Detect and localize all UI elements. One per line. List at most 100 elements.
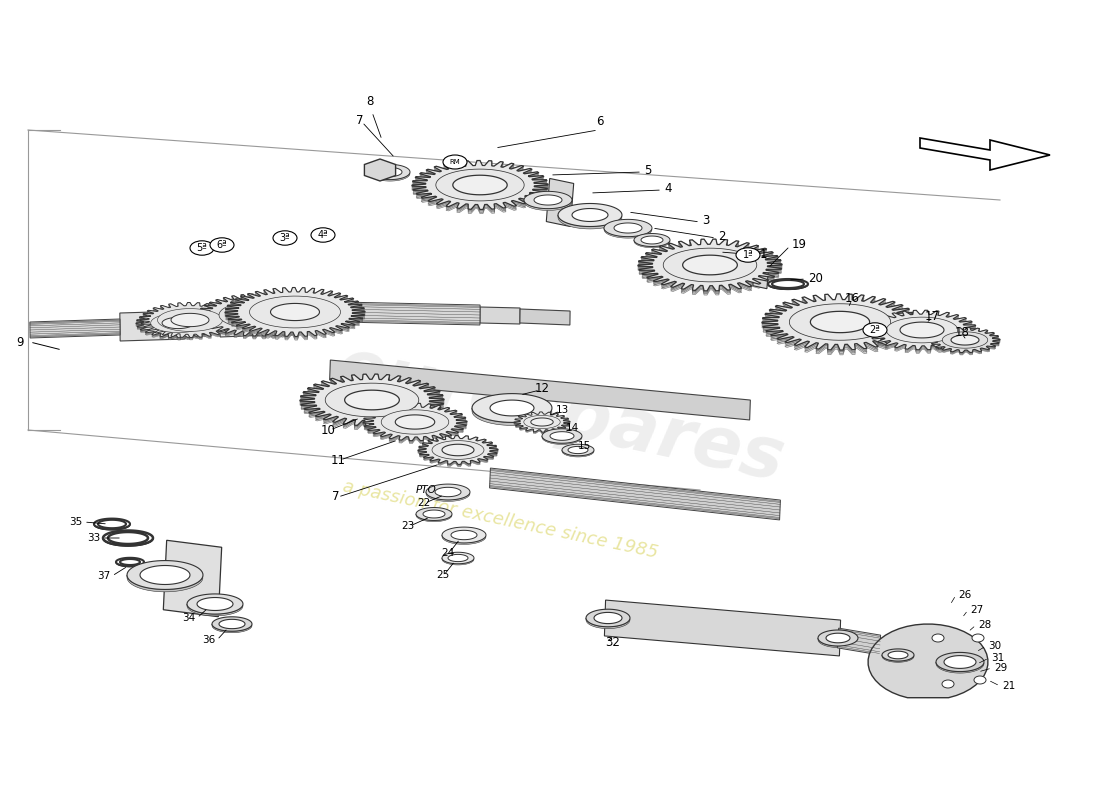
Polygon shape (412, 161, 548, 210)
Polygon shape (930, 330, 1000, 355)
Polygon shape (436, 169, 525, 201)
Text: 32: 32 (605, 635, 620, 649)
Polygon shape (826, 634, 850, 643)
Polygon shape (442, 527, 486, 543)
Polygon shape (378, 167, 402, 177)
Polygon shape (271, 303, 319, 321)
Polygon shape (534, 195, 562, 205)
Polygon shape (418, 438, 498, 466)
Polygon shape (370, 164, 410, 180)
Polygon shape (220, 306, 295, 337)
Text: 33: 33 (87, 533, 100, 543)
Polygon shape (344, 390, 399, 410)
Polygon shape (930, 329, 1000, 354)
Polygon shape (480, 307, 520, 324)
Text: 2ª: 2ª (870, 325, 880, 335)
Polygon shape (236, 308, 279, 322)
Polygon shape (900, 322, 944, 338)
Polygon shape (30, 319, 120, 338)
Text: 6: 6 (596, 115, 604, 128)
Text: 37: 37 (97, 571, 110, 581)
Text: RM: RM (450, 159, 461, 165)
Polygon shape (226, 290, 365, 339)
Polygon shape (930, 327, 1000, 353)
Polygon shape (641, 236, 663, 244)
Polygon shape (363, 403, 468, 441)
Polygon shape (920, 138, 1050, 170)
Polygon shape (198, 296, 318, 338)
Polygon shape (818, 630, 858, 646)
Text: 20: 20 (808, 271, 823, 285)
Text: 29: 29 (994, 663, 1008, 673)
Polygon shape (762, 297, 918, 354)
Text: eurospares: eurospares (329, 334, 791, 496)
Polygon shape (683, 255, 737, 275)
Polygon shape (952, 335, 979, 345)
Polygon shape (140, 566, 190, 585)
Polygon shape (300, 377, 444, 429)
Text: PTO: PTO (416, 485, 437, 495)
Polygon shape (432, 441, 484, 459)
Polygon shape (520, 309, 570, 325)
Polygon shape (752, 258, 769, 289)
Text: 30: 30 (988, 641, 1001, 651)
Ellipse shape (210, 238, 234, 252)
Polygon shape (120, 559, 140, 565)
Polygon shape (550, 432, 574, 440)
Text: 4ª: 4ª (318, 230, 328, 240)
Polygon shape (442, 558, 474, 565)
Polygon shape (558, 203, 622, 226)
Polygon shape (936, 662, 983, 673)
Ellipse shape (942, 680, 954, 688)
Polygon shape (363, 406, 468, 444)
Polygon shape (363, 404, 468, 442)
Text: 6ª: 6ª (217, 240, 228, 250)
Text: 22: 22 (417, 498, 430, 508)
Text: 5: 5 (644, 163, 651, 177)
Text: 17: 17 (924, 310, 939, 322)
Polygon shape (198, 294, 318, 336)
Text: 24: 24 (441, 548, 454, 558)
Polygon shape (434, 487, 461, 497)
Polygon shape (887, 317, 958, 343)
Text: 23: 23 (402, 521, 415, 531)
Polygon shape (604, 600, 840, 656)
Polygon shape (226, 291, 365, 340)
Polygon shape (604, 219, 652, 237)
Text: 13: 13 (556, 405, 569, 415)
Polygon shape (568, 446, 588, 454)
Polygon shape (300, 375, 444, 427)
Polygon shape (126, 575, 202, 592)
Ellipse shape (974, 676, 986, 684)
Polygon shape (198, 294, 318, 336)
Text: 4: 4 (664, 182, 671, 194)
Ellipse shape (972, 634, 984, 642)
Polygon shape (472, 394, 552, 422)
Polygon shape (762, 298, 918, 355)
Text: 10: 10 (320, 423, 336, 437)
Polygon shape (867, 311, 977, 351)
Polygon shape (867, 313, 977, 352)
Polygon shape (882, 655, 914, 662)
Polygon shape (412, 163, 548, 212)
Polygon shape (572, 209, 608, 222)
Text: 12: 12 (535, 382, 550, 394)
Polygon shape (162, 318, 194, 329)
Polygon shape (424, 510, 446, 518)
Ellipse shape (443, 155, 468, 169)
Text: 2: 2 (718, 230, 726, 242)
Polygon shape (418, 435, 498, 464)
Polygon shape (768, 284, 807, 290)
Polygon shape (426, 484, 470, 500)
Polygon shape (136, 310, 220, 339)
Text: 18: 18 (955, 326, 969, 339)
Polygon shape (638, 239, 782, 291)
Polygon shape (586, 618, 630, 629)
Polygon shape (136, 309, 220, 338)
Ellipse shape (736, 248, 760, 262)
Polygon shape (790, 304, 891, 340)
Polygon shape (300, 374, 444, 426)
Polygon shape (586, 610, 630, 627)
Text: 28: 28 (978, 620, 991, 630)
Polygon shape (198, 295, 318, 337)
